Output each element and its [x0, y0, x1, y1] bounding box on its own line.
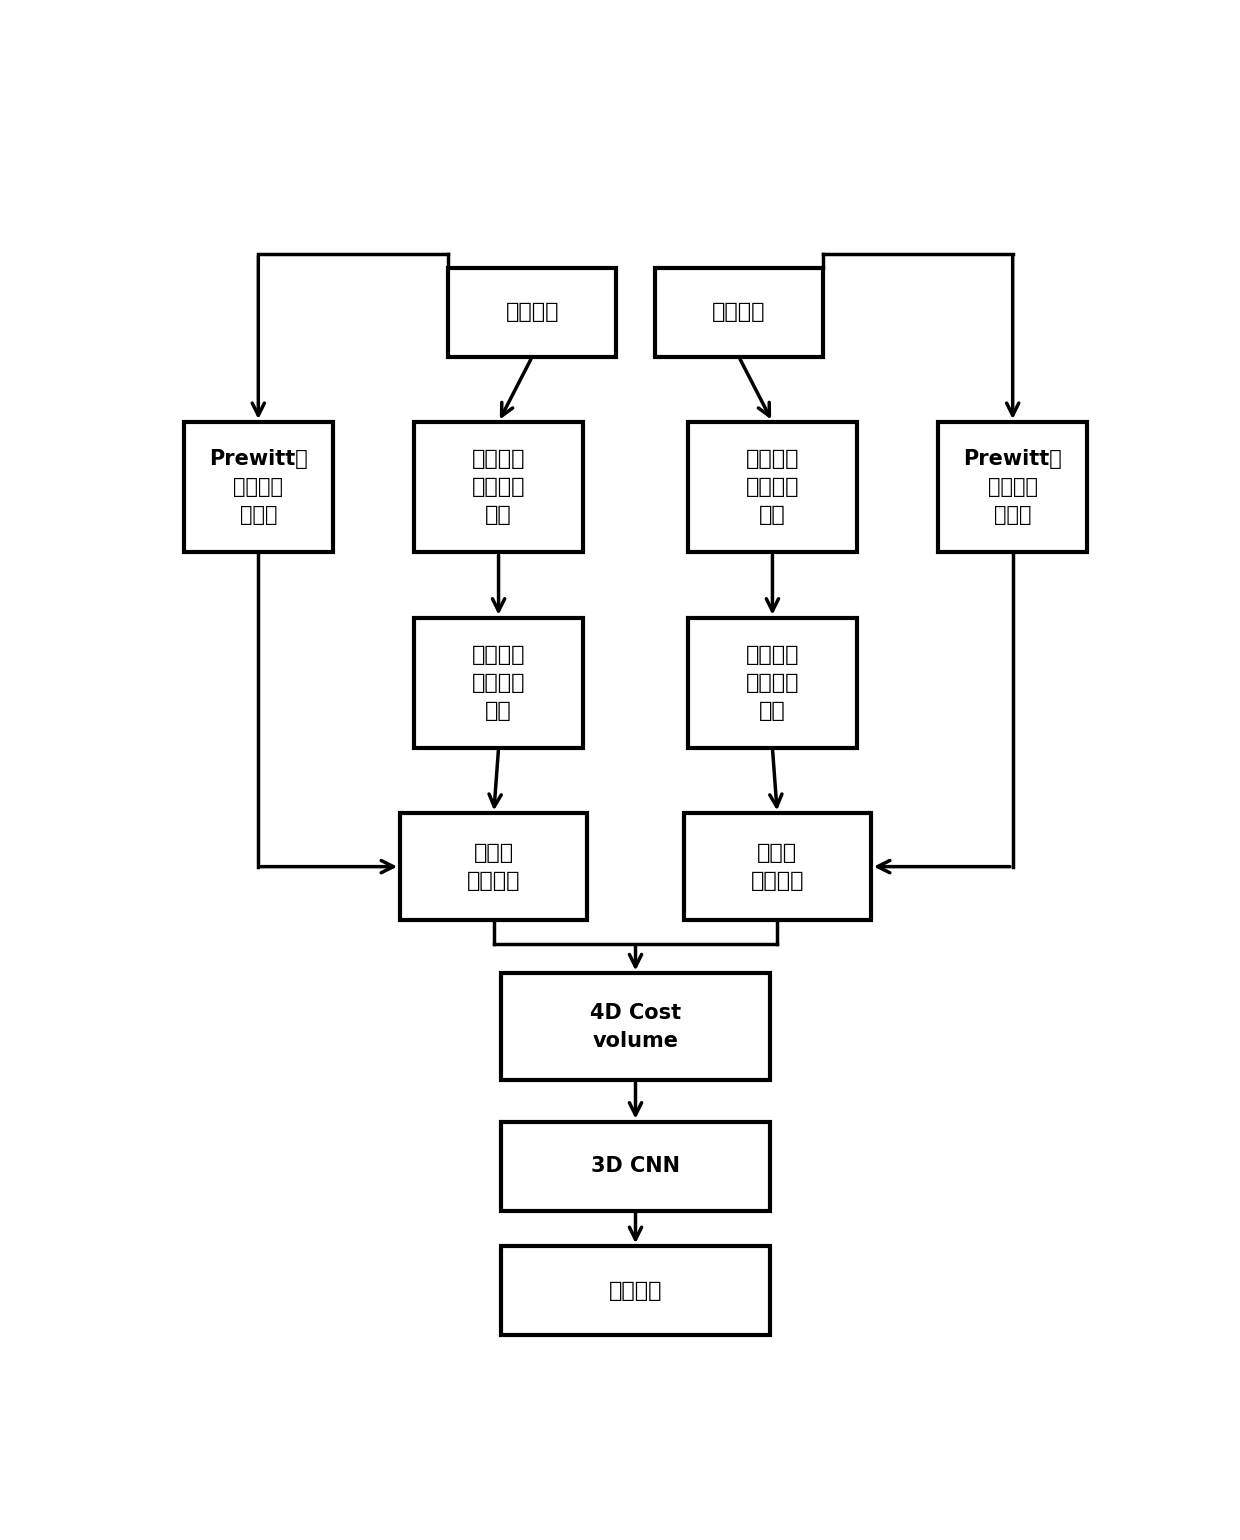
- Bar: [501, 1246, 770, 1335]
- Text: Prewitt算
子边缘特
征提取: Prewitt算 子边缘特 征提取: [208, 450, 308, 525]
- Text: 3D CNN: 3D CNN: [591, 1157, 680, 1177]
- Bar: [501, 973, 770, 1080]
- Text: Prewitt算
子边缘特
征提取: Prewitt算 子边缘特 征提取: [963, 450, 1063, 525]
- Bar: [501, 1121, 770, 1210]
- Bar: [448, 268, 616, 357]
- Bar: [655, 268, 823, 357]
- Text: 膨胀级联
卷积网络
模块: 膨胀级联 卷积网络 模块: [471, 450, 526, 525]
- Bar: [184, 422, 332, 553]
- Text: 多尺度
融合网络: 多尺度 融合网络: [750, 842, 804, 890]
- Text: 4D Cost
volume: 4D Cost volume: [590, 1003, 681, 1050]
- Text: 膨胀级联
卷积网络
模块: 膨胀级联 卷积网络 模块: [471, 645, 526, 721]
- Bar: [683, 813, 870, 919]
- Bar: [688, 618, 857, 748]
- Text: 左图输入: 左图输入: [506, 302, 559, 322]
- Bar: [939, 422, 1087, 553]
- Bar: [401, 813, 588, 919]
- Text: 输出视差: 输出视差: [609, 1281, 662, 1301]
- Bar: [414, 618, 583, 748]
- Text: 膨胀级联
卷积网络
模块: 膨胀级联 卷积网络 模块: [745, 450, 800, 525]
- Text: 膨胀级联
卷积网络
模块: 膨胀级联 卷积网络 模块: [745, 645, 800, 721]
- Bar: [414, 422, 583, 553]
- Bar: [688, 422, 857, 553]
- Text: 右图输入: 右图输入: [712, 302, 765, 322]
- Text: 多尺度
融合网络: 多尺度 融合网络: [467, 842, 521, 890]
